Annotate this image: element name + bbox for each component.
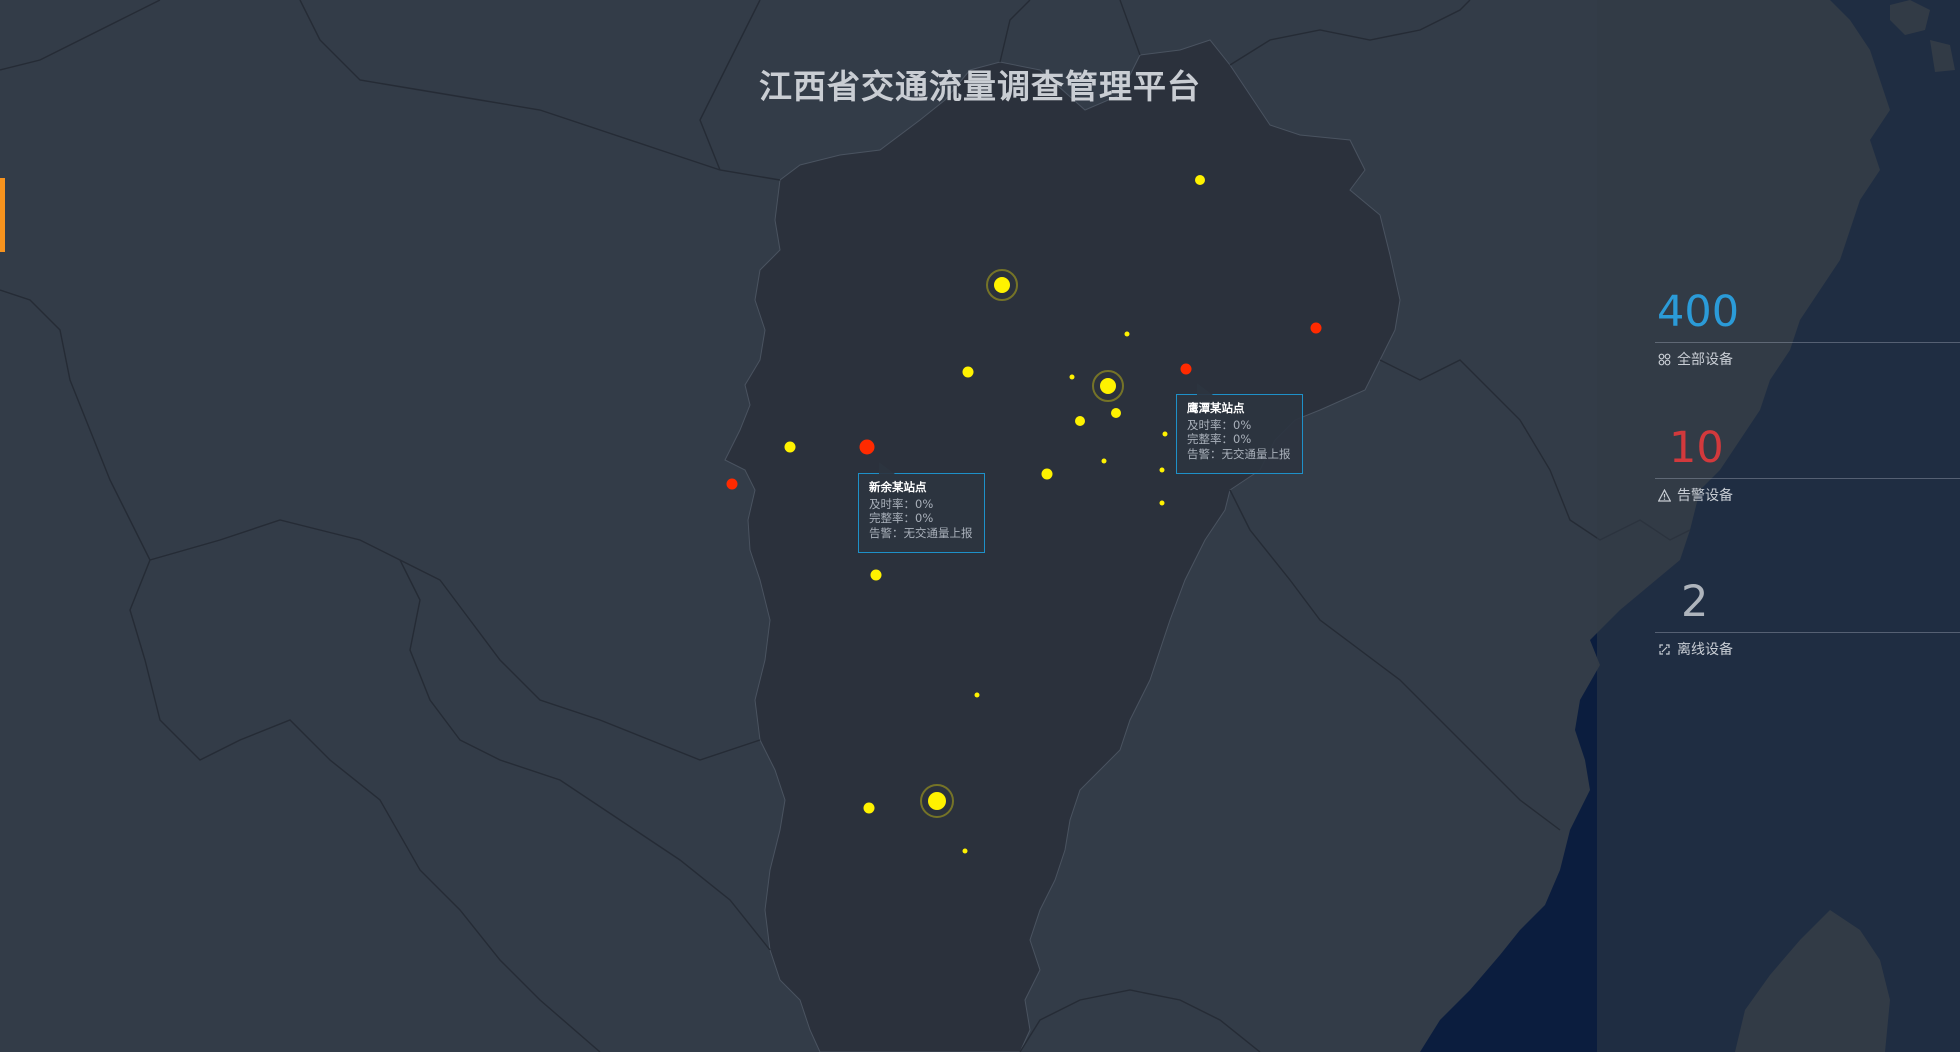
station-marker[interactable] [1159,500,1165,506]
stat-offline-devices-caption: 离线设备 [1655,639,1960,659]
station-marker[interactable] [863,802,875,814]
station-marker[interactable] [784,441,796,453]
station-marker[interactable] [974,692,980,698]
station-marker[interactable] [1195,175,1205,185]
stat-all-devices-label: 全部设备 [1677,352,1733,368]
station-marker[interactable] [1111,408,1121,418]
station-halo [986,269,1018,301]
station-markers[interactable] [726,175,1322,854]
station-marker[interactable] [928,792,946,810]
station-halo [1092,370,1124,402]
tooltip-complete-rate: 完整率：0% [1187,432,1252,446]
stat-alarm-devices[interactable]: 10 告警设备 [1655,424,1960,505]
page-title-text: 江西省交通流量调查管理平台 [759,67,1201,106]
station-marker[interactable] [1069,374,1075,380]
stat-all-devices-caption: 全部设备 [1655,349,1960,369]
page-title: 江西省交通流量调查管理平台 [0,60,1960,108]
station-marker[interactable] [1124,331,1130,337]
station-marker[interactable] [1162,431,1168,437]
tooltip-pointer [1197,383,1213,395]
tooltip-station-name: 新余某站点 [869,480,927,494]
station-halo [920,784,954,818]
tooltip-complete-rate: 完整率：0% [869,511,934,525]
stat-divider [1655,478,1960,479]
stat-divider [1655,632,1960,633]
statistics-panel [1597,0,1960,1052]
province-jiangxi [724,39,1401,1052]
station-marker[interactable] [1075,416,1085,426]
stat-offline-devices[interactable]: 2 离线设备 [1655,578,1960,659]
warning-triangle-icon [1658,488,1671,502]
alarm-station-marker[interactable] [1310,322,1322,334]
neighbor-borders [0,0,1691,1052]
tooltip-alarm: 告警：无交通量上报 [869,525,973,540]
alarm-station-marker[interactable] [726,478,738,490]
sidebar-toggle-handle[interactable] [0,178,5,252]
station-marker[interactable] [1101,458,1107,464]
station-marker[interactable] [1159,467,1165,473]
alarm-station-marker[interactable] [1180,363,1192,375]
station-marker[interactable] [870,569,882,581]
offline-link-icon [1659,643,1670,655]
stat-offline-devices-label: 离线设备 [1677,642,1733,658]
station-marker[interactable] [994,277,1010,293]
stat-all-devices[interactable]: 400 全部设备 [1655,288,1960,369]
tooltip-station-name: 鹰潭某站点 [1187,401,1245,415]
device-grid-icon [1658,353,1671,365]
station-tooltip-yingtan: 鹰潭某站点 及时率：0% 完整率：0% 告警：无交通量上报 [1176,383,1303,474]
stat-offline-devices-value: 2 [1681,577,1709,627]
station-marker[interactable] [1041,468,1053,480]
station-tooltip-xinyu: 新余某站点 及时率：0% 完整率：0% 告警：无交通量上报 [858,462,985,553]
stat-alarm-devices-label: 告警设备 [1677,488,1733,504]
station-marker[interactable] [962,366,974,378]
stat-alarm-devices-value: 10 [1669,423,1724,473]
stat-alarm-devices-caption: 告警设备 [1655,485,1960,505]
station-marker[interactable] [962,848,968,854]
station-marker[interactable] [1100,378,1116,394]
tooltip-pointer [879,462,895,474]
tooltip-timely-rate: 及时率：0% [869,496,934,511]
stat-all-devices-value: 400 [1657,287,1740,337]
tooltip-timely-rate: 及时率：0% [1187,417,1252,432]
tooltip-alarm: 告警：无交通量上报 [1187,446,1291,461]
alarm-station-marker[interactable] [859,439,875,455]
stat-divider [1655,342,1960,343]
